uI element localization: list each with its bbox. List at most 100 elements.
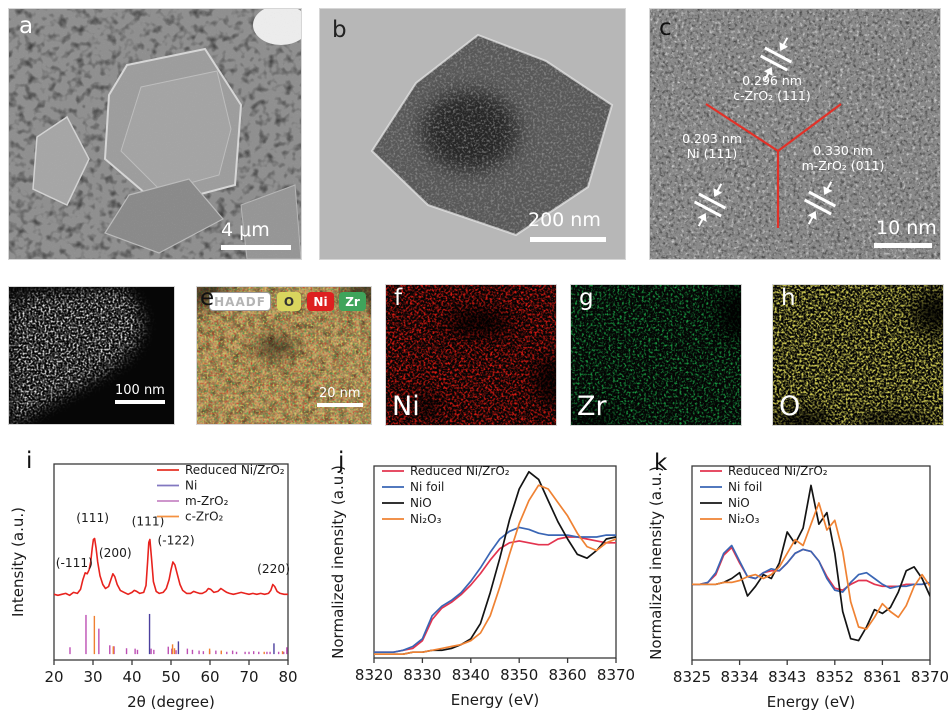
element-label: Ni [392,391,420,422]
nickel-tag: Ni [307,292,334,311]
x-tick-label: 30 [83,668,102,686]
y-axis-label: Normalized inensity (a.u.) [648,466,665,660]
panel-letter: i [26,448,33,474]
legend: Reduced Ni/ZrO₂ Nim-ZrO₂ c-ZrO₂ [157,463,285,524]
panel-b-tem-image: b 200 nm [319,8,626,260]
series-Ni foil [692,544,930,593]
legend-label: Ni₂O₃ [728,512,760,526]
x-tick-label: 8334 [721,668,759,686]
x-axis: 20 30 40 50 60 70 80 [44,660,298,686]
y-axis-label: Normalized inensity (a.u.) [330,465,347,659]
panel-letter: h [781,285,796,311]
legend-label: m-ZrO₂ [185,494,229,508]
legend-label: Ni foil [728,480,762,494]
legend: Reduced Ni/ZrO₂ Ni foil NiO Ni₂O₃ [700,464,828,526]
plot-frame [691,465,931,661]
panel-e-eds-overlay-image: e HAADF O Ni Zr 20 nm [196,286,372,425]
derivative-xanes-chart: 8325 8334 8343 8352 8361 8370 Energy (eV) Norma… [647,464,949,711]
scale-bar-label: 4 μm [221,219,270,241]
x-tick-label: 8370 [597,666,635,684]
peak-label: (200) [99,546,132,560]
peak-label: (111) [132,515,165,529]
legend-label: NiO [728,496,750,510]
legend-label: c-ZrO₂ [185,510,224,524]
haadf-texture [9,287,174,424]
panel-letter: d [15,287,30,313]
x-tick-label: 40 [122,668,141,686]
series-Ni₂O₃ [692,502,930,630]
lattice-phase-label: m-ZrO₂ (011) [801,158,885,173]
tem-texture [320,9,625,259]
panel-i-xrd: i 20 30 40 50 60 70 80 2θ (degree) Intensity (a.… [8,448,310,713]
panel-letter: b [332,17,347,43]
xrd-chart: 20 30 40 50 60 70 80 2θ (degree) Intensity (a.u.… [9,463,298,711]
scale-bar [317,403,363,407]
series-Reduced Ni/ZrO₂ [54,537,288,597]
series-Ni₂O₃ [374,484,616,656]
sem-texture [9,9,301,259]
legend-label: Reduced Ni/ZrO₂ [185,463,285,477]
series-NiO [692,484,930,642]
scale-bar [221,245,291,250]
x-tick-label: 20 [44,668,63,686]
o-map-texture [773,285,943,425]
x-tick-label: 8320 [355,666,393,684]
lattice-spacing-markers [693,37,837,227]
x-tick-label: 8370 [911,668,949,686]
oxygen-tag: O [277,292,301,311]
lattice-spacing-value: 0.296 nm [742,73,802,88]
legend: Reduced Ni/ZrO₂ Ni foil NiO Ni₂O₃ [382,464,510,526]
x-tick-label: 8340 [452,666,490,684]
panel-j-xanes: j 8320 8330 8340 8350 8360 8370 Energy (eV) Nor… [329,448,640,713]
peak-label: (111) [76,511,109,525]
legend-label: Reduced Ni/ZrO₂ [728,464,828,478]
hrtem-texture [650,9,940,259]
panel-letter: j [338,448,345,474]
series-group [374,470,616,656]
lattice-annotation: 0.330 nm m-ZrO₂ (011) [780,143,906,173]
scale-bar [115,400,165,404]
x-axis-label: 2θ (degree) [127,693,215,711]
zirconium-tag: Zr [339,292,366,311]
x-tick-label: 8330 [403,666,441,684]
peak-labels: (-111) (111) (200) (111) (-122) (220) [56,511,290,576]
panel-letter: k [654,450,668,476]
series-group [692,484,930,642]
panel-letter: g [579,285,594,311]
ni-map-texture [386,285,556,425]
x-axis-label: Energy (eV) [767,693,855,711]
haadf-tag: HAADF [209,292,271,311]
panel-f-ni-eds-map: f Ni [385,284,557,426]
lattice-spacing-value: 0.203 nm [682,131,742,146]
scale-bar-label: 100 nm [115,383,165,398]
lattice-annotation: 0.203 nm Ni (111) [654,131,770,161]
peak-label: (220) [257,562,290,576]
x-tick-label: 8352 [816,668,854,686]
x-tick-label: 70 [239,668,258,686]
element-label: Zr [577,391,607,422]
element-label: O [779,391,801,422]
legend-label: Reduced Ni/ZrO₂ [410,464,510,478]
zr-map-texture [571,285,741,425]
xanes-chart: 8320 8330 8340 8350 8360 8370 Energy (eV) Norma… [329,464,635,709]
x-tick-label: 8361 [863,668,901,686]
legend-label: Ni foil [410,480,444,494]
lattice-annotation: 0.296 nm c-ZrO₂ (111) [712,73,832,103]
panel-letter: c [659,15,672,41]
x-tick-label: 60 [200,668,219,686]
panel-k-derivative-xanes: k 8325 8334 8343 8352 8361 8370 Energy (eV) Nor… [647,448,949,713]
x-axis: 8325 8334 8343 8352 8361 8370 [673,660,949,686]
scale-bar [530,237,606,242]
x-tick-label: 80 [278,668,297,686]
series-Reduced Ni/ZrO₂ [692,546,930,592]
legend-label: Ni₂O₃ [410,512,442,526]
peak-label: (-122) [157,533,194,547]
panel-h-o-eds-map: h O [772,284,944,426]
x-tick-label: 8360 [549,666,587,684]
panel-g-zr-eds-map: g Zr [570,284,742,426]
x-axis-label: Energy (eV) [451,691,539,709]
scale-bar-label: 200 nm [528,209,601,231]
x-axis: 8320 8330 8340 8350 8360 8370 [355,658,635,684]
panel-d-haadf-image: d 100 nm [8,286,175,425]
